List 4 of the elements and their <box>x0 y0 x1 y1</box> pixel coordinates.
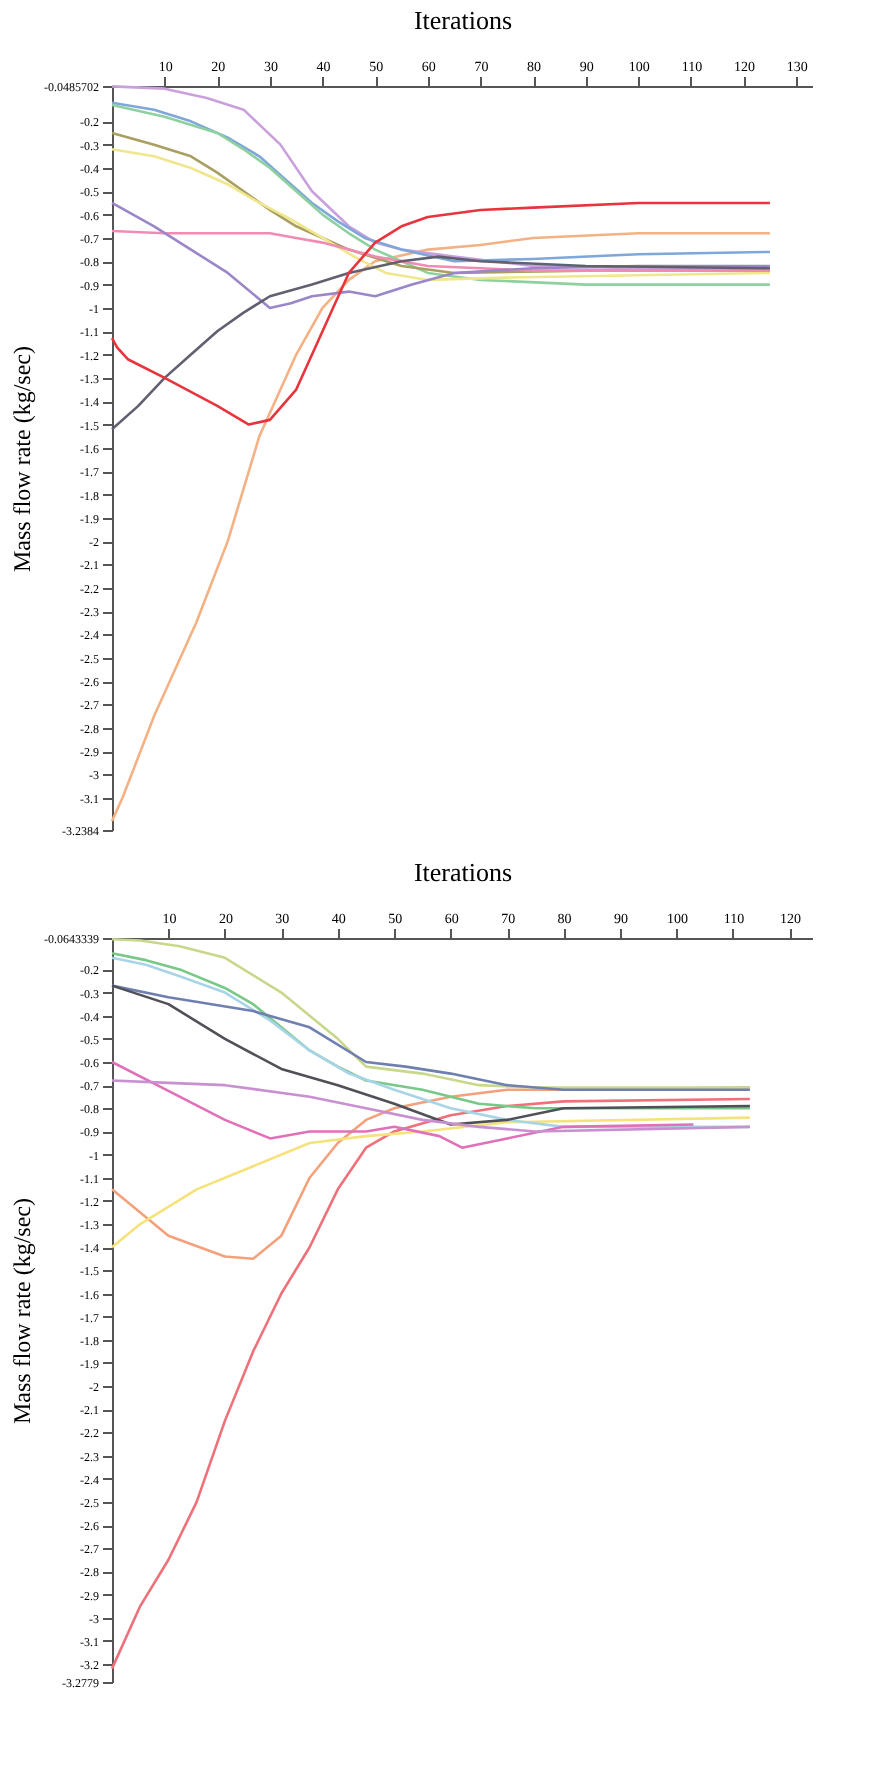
x-axis-title: Iterations <box>413 5 513 35</box>
y-axis-title: Mass flow rate (kg/sec) <box>8 346 36 572</box>
y-axis-title: Mass flow rate (kg/sec) <box>8 1198 36 1424</box>
x-axis-title: Iterations <box>413 857 513 887</box>
